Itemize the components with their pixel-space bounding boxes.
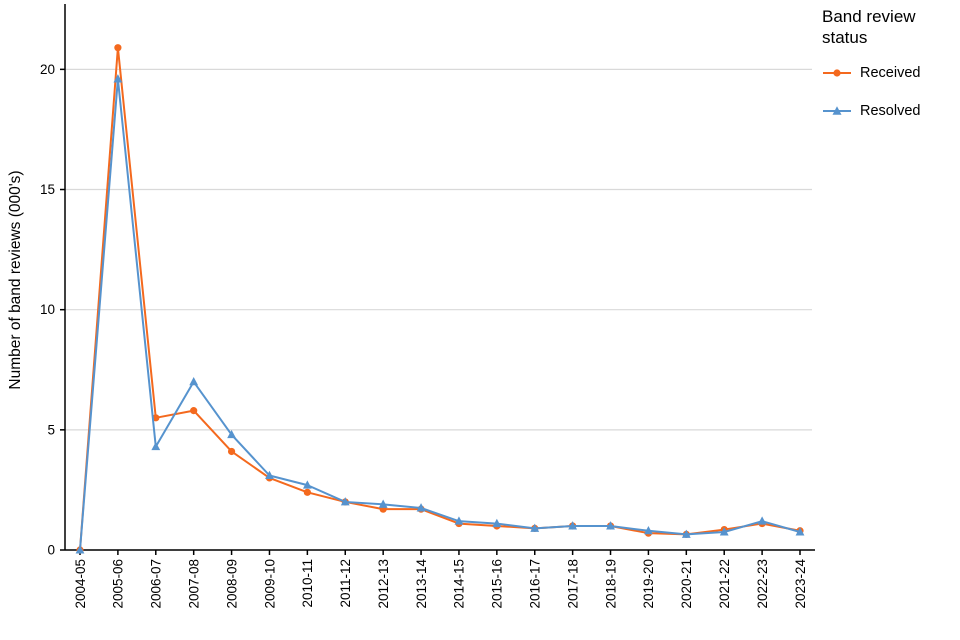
data-point-received — [227, 447, 236, 456]
data-point-resolved — [568, 521, 578, 530]
x-tick-label: 2014-15 — [452, 559, 467, 609]
y-tick-label: 15 — [40, 182, 55, 197]
data-point-resolved — [530, 523, 540, 532]
x-tick-label: 2017-18 — [565, 559, 580, 609]
data-point-resolved — [75, 545, 85, 554]
data-point-resolved — [265, 470, 274, 480]
data-point-received — [190, 407, 198, 415]
data-point-resolved — [719, 527, 729, 536]
y-axis-label: Number of band reviews (000's) — [7, 170, 24, 390]
x-tick-label: 2023-24 — [793, 559, 808, 609]
resolved-line-triangle-icon — [823, 105, 851, 115]
x-tick-label: 2006-07 — [149, 559, 164, 609]
x-tick-label: 2007-08 — [186, 559, 201, 609]
data-point-resolved — [189, 376, 199, 386]
legend: Band review status Received Resolved — [822, 6, 956, 141]
data-point-resolved — [151, 441, 161, 451]
x-tick-label: 2010-11 — [300, 559, 315, 608]
series-line-received — [79, 46, 801, 551]
data-point-received — [303, 488, 311, 496]
data-point-received — [114, 44, 122, 52]
data-point-resolved — [681, 529, 691, 538]
data-point-resolved — [795, 527, 805, 536]
data-point-resolved — [340, 497, 350, 506]
y-tick-label: 10 — [40, 302, 55, 317]
x-tick-label: 2018-19 — [603, 559, 618, 609]
data-point-resolved — [492, 518, 502, 528]
x-tick-label: 2004-05 — [73, 559, 88, 609]
data-point-resolved — [378, 499, 388, 508]
data-point-resolved — [227, 429, 236, 439]
x-tick-label: 2020-21 — [679, 559, 694, 609]
x-tick-label: 2022-23 — [755, 559, 770, 609]
data-point-resolved — [454, 516, 464, 525]
legend-title: Band review status — [822, 7, 916, 48]
data-point-resolved — [113, 74, 123, 83]
x-tick-label: 2016-17 — [528, 559, 543, 609]
x-tick-label: 2008-09 — [224, 559, 239, 609]
x-tick-label: 2005-06 — [111, 559, 126, 609]
legend-label-received: Received — [860, 64, 921, 81]
data-point-resolved — [644, 525, 653, 535]
x-tick-label: 2015-16 — [490, 559, 505, 609]
data-point-resolved — [757, 516, 767, 525]
y-tick-label: 20 — [40, 62, 55, 77]
series-line-resolved — [79, 77, 801, 551]
data-point-resolved — [302, 480, 312, 489]
x-tick-label: 2009-10 — [262, 559, 277, 609]
received-line-circle-icon — [823, 68, 851, 77]
legend-entry-received: Received — [822, 65, 956, 81]
legend-entries: Received Resolved — [822, 65, 956, 119]
received-swatch-marker — [833, 68, 841, 77]
x-tick-label: 2011-12 — [338, 559, 353, 608]
data-point-resolved — [416, 503, 426, 512]
x-tick-label: 2021-22 — [717, 559, 732, 609]
legend-label-resolved: Resolved — [860, 102, 921, 119]
data-point-resolved — [606, 521, 615, 530]
x-tick-label: 2012-13 — [376, 559, 391, 609]
x-tick-label: 2019-20 — [641, 559, 656, 609]
y-tick-label: 0 — [47, 543, 55, 558]
y-tick-label: 5 — [47, 422, 55, 437]
resolved-swatch-marker — [832, 105, 842, 115]
legend-entry-resolved: Resolved — [822, 103, 956, 119]
x-tick-label: 2013-14 — [414, 559, 429, 609]
